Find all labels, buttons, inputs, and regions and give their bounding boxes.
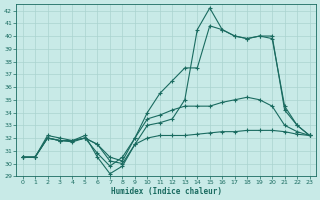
X-axis label: Humidex (Indice chaleur): Humidex (Indice chaleur) — [111, 187, 221, 196]
